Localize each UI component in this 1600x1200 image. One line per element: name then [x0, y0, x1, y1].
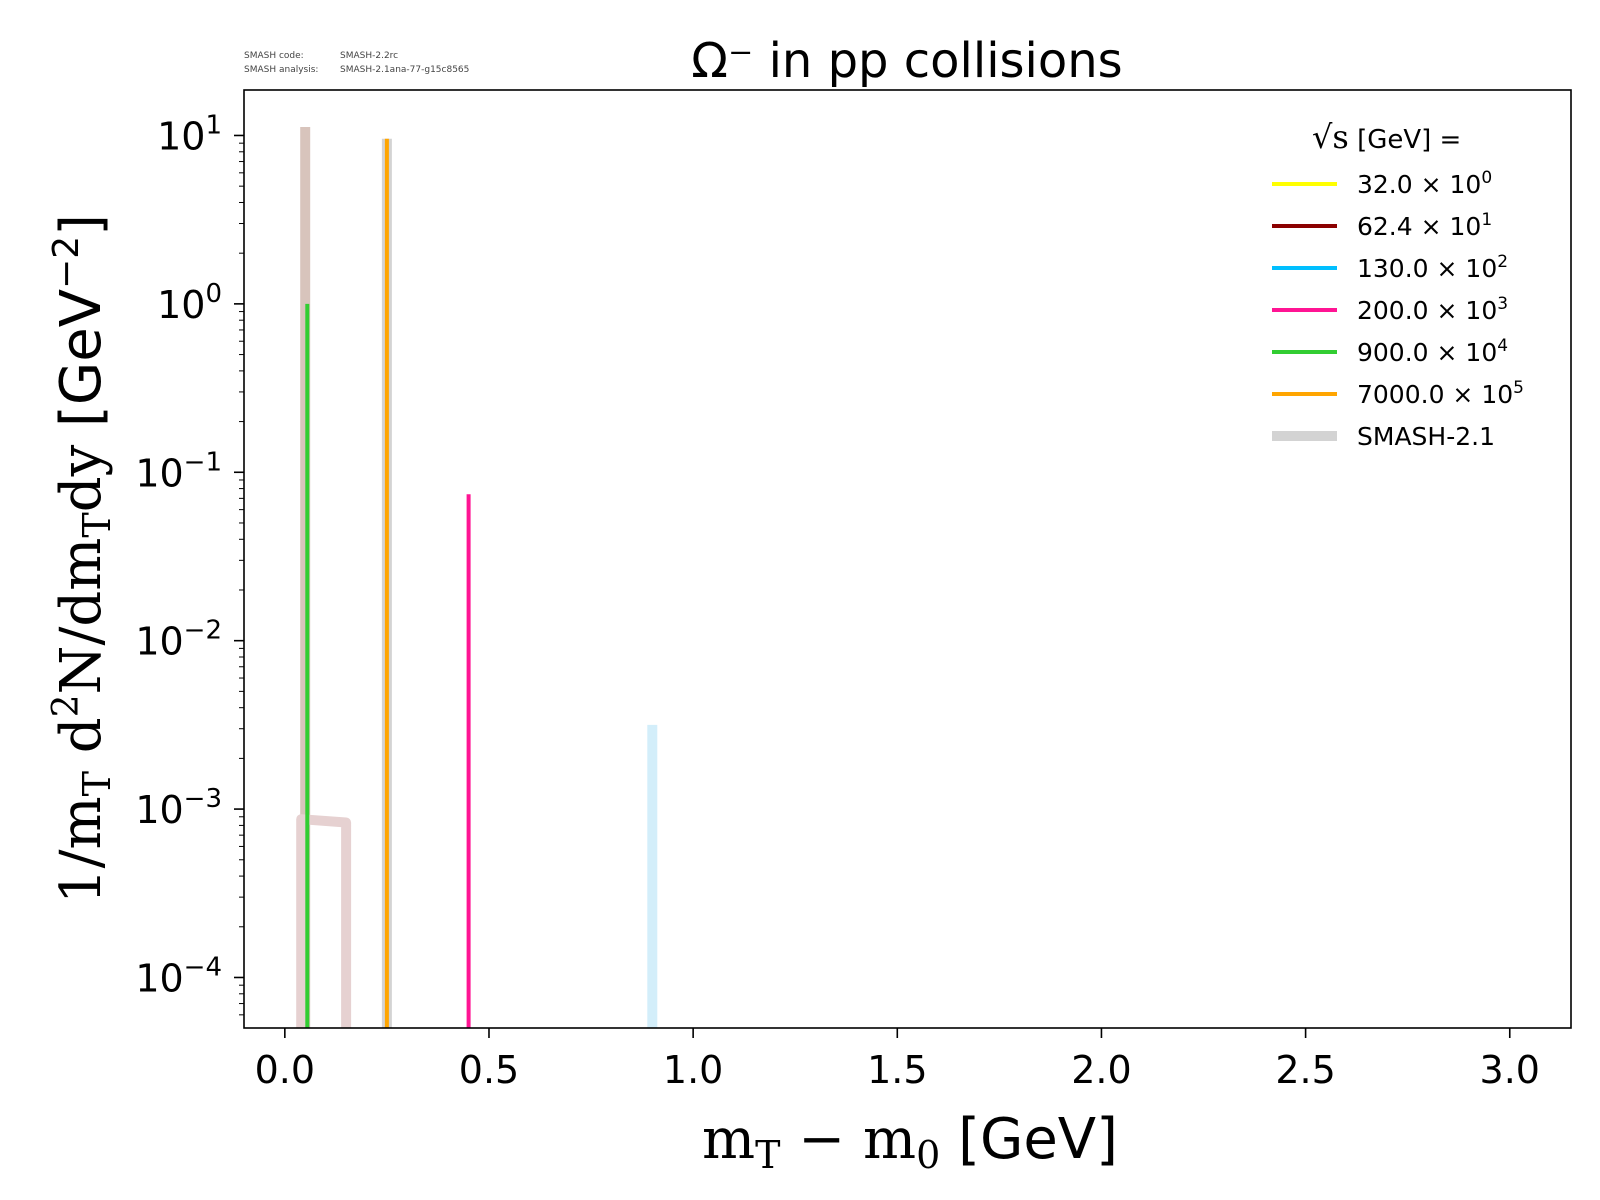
y-tick-label: 10−4 [135, 952, 222, 1000]
x-tick-label: 2.0 [1071, 1048, 1131, 1092]
smash-code-label: SMASH code: [244, 51, 304, 61]
x-axis-label: mT − m0 [GeV] [702, 1107, 1118, 1177]
x-tick-label: 2.5 [1275, 1048, 1335, 1092]
y-tick-label: 10−3 [135, 784, 222, 832]
legend-label: 900.0 × 104 [1357, 336, 1508, 367]
legend-label: 7000.0 × 105 [1357, 378, 1524, 409]
x-tick-label: 0.0 [255, 1048, 315, 1092]
y-tick-label: 10−2 [135, 616, 222, 664]
plot-frame [243, 89, 1572, 1029]
plot-background [244, 90, 1571, 1028]
x-axis: 0.0 0.5 1.0 1.5 2.0 2.5 3.0 [255, 1028, 1540, 1092]
legend-entries: 32.0 × 100 62.4 × 101 130.0 × 102 200.0 × 1… [1272, 168, 1524, 451]
y-tick-label: 101 [157, 110, 222, 158]
legend-label: 32.0 × 100 [1357, 168, 1492, 199]
plot-area [243, 89, 1572, 1029]
x-tick-label: 1.0 [663, 1048, 723, 1092]
smash-code-value: SMASH-2.2rc [340, 51, 398, 61]
x-tick-label: 1.5 [867, 1048, 927, 1092]
smash-analysis-value: SMASH-2.1ana-77-g15c8565 [340, 65, 469, 75]
legend-label: SMASH-2.1 [1357, 422, 1495, 451]
y-axis-label: 1/mT d2N/dmTdy [GeV−2] [46, 214, 119, 904]
legend-label: 200.0 × 103 [1357, 294, 1508, 325]
series-layer [296, 127, 658, 1028]
x-tick-label: 3.0 [1480, 1048, 1540, 1092]
legend-label: 62.4 × 101 [1357, 210, 1492, 241]
smash-analysis-label: SMASH analysis: [244, 65, 318, 75]
y-tick-label: 10−1 [135, 447, 222, 495]
y-axis: 101 100 10−1 10−2 10−3 10−4 [135, 110, 244, 1016]
legend-title: √s [GeV] = [1312, 118, 1461, 156]
chart-title: Ω⁻ in pp collisions [691, 33, 1122, 89]
legend: √s [GeV] = 32.0 × 100 62.4 × 101 130.0 × 1… [1272, 118, 1524, 451]
legend-label: 130.0 × 102 [1357, 252, 1508, 283]
x-tick-label: 0.5 [459, 1048, 519, 1092]
series-line-2 [296, 814, 352, 1028]
y-tick-label: 100 [157, 279, 222, 327]
